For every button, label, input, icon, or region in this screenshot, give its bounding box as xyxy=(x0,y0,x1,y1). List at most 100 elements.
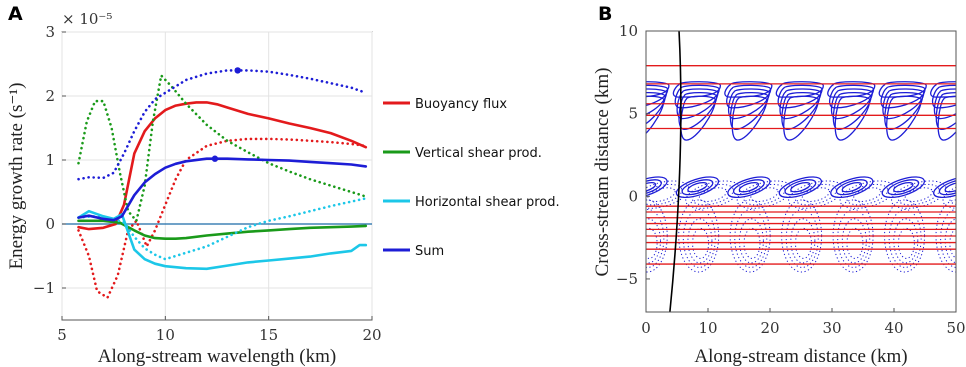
panel-a-grid xyxy=(61,31,373,320)
y-tick-label: 5 xyxy=(628,105,638,123)
series-marker xyxy=(211,155,219,162)
contour-solid xyxy=(674,84,720,109)
contour-solid xyxy=(880,84,926,109)
contour-solid xyxy=(937,95,956,141)
contour-solid xyxy=(830,176,874,199)
contour-solid xyxy=(830,88,873,120)
panel-a-series xyxy=(77,67,368,299)
panel-b-label: B xyxy=(598,3,612,25)
contour-solid xyxy=(829,84,875,109)
x-tick-label: 50 xyxy=(946,319,965,337)
contour-solid xyxy=(784,179,817,196)
contour-dotted xyxy=(790,218,816,264)
contour-solid xyxy=(724,81,773,98)
contour-solid xyxy=(944,181,956,193)
y-tick-label: −1 xyxy=(33,279,55,297)
contour-solid xyxy=(646,91,666,125)
y-tick-label: 10 xyxy=(619,22,638,40)
contour-solid xyxy=(884,91,924,131)
panel-a-ticks: 5 10 15 20 −1 0 1 2 3 xyxy=(33,23,382,344)
contour-solid xyxy=(881,176,926,199)
contour-dotted xyxy=(743,183,786,206)
contour-solid xyxy=(834,95,871,141)
x-tick-label: 30 xyxy=(822,319,841,337)
y-tick-label: 2 xyxy=(45,87,55,105)
x-tick-label: 15 xyxy=(259,326,278,344)
contour-solid xyxy=(933,176,956,199)
y-tick-label: 3 xyxy=(45,23,55,41)
contour-solid xyxy=(775,81,824,98)
contour-solid xyxy=(676,88,719,120)
panel-b-plot xyxy=(646,31,966,312)
contour-dotted xyxy=(738,218,764,264)
contour-dotted xyxy=(692,183,734,206)
contour-solid xyxy=(731,95,768,141)
contour-solid xyxy=(781,91,821,131)
contour-dotted xyxy=(687,218,713,264)
contour-solid xyxy=(783,95,820,141)
contour-solid xyxy=(732,179,765,196)
panel-a-ylabel: Energy growth rate (s⁻¹) xyxy=(6,83,27,270)
x-tick-label: 20 xyxy=(362,326,381,344)
contour-solid xyxy=(832,91,872,131)
legend-label: Buoyancy flux xyxy=(415,97,507,112)
contour-dotted xyxy=(646,199,668,273)
contour-dotted xyxy=(794,227,812,259)
contour-dotted xyxy=(692,227,710,259)
y-tick-label: 0 xyxy=(45,215,55,233)
x-tick-label: 40 xyxy=(884,319,903,337)
contour-dotted xyxy=(949,228,956,259)
contour-solid xyxy=(930,81,956,98)
contour-solid xyxy=(646,84,669,106)
panel-a-label: A xyxy=(8,3,23,25)
contour-dotted xyxy=(743,227,761,259)
x-tick-label: 10 xyxy=(698,319,717,337)
contour-solid xyxy=(933,88,956,120)
panel-b-axes-box xyxy=(645,30,957,313)
contour-solid xyxy=(827,81,876,98)
contour-dotted xyxy=(785,208,819,268)
series-marker xyxy=(234,67,241,74)
panel-a-xlabel: Along-stream wavelength (km) xyxy=(98,346,336,367)
contour-dotted xyxy=(846,183,889,206)
series-line-solid xyxy=(77,101,368,231)
contour-solid xyxy=(727,176,771,199)
contour-solid xyxy=(727,88,771,120)
contour-dotted xyxy=(734,208,768,268)
contour-solid xyxy=(646,176,668,199)
contour-solid xyxy=(887,179,920,196)
black-curve xyxy=(669,31,682,312)
y-tick-label: 0 xyxy=(628,187,638,205)
contour-dotted xyxy=(955,185,966,204)
contour-solid xyxy=(646,81,670,98)
contour-solid xyxy=(882,88,925,120)
panel-a-legend: Buoyancy flux Vertical shear prod. Horizon… xyxy=(383,97,560,259)
contour-dotted xyxy=(837,208,871,268)
legend-label: Horizontal shear prod. xyxy=(415,195,560,210)
contour-dotted xyxy=(897,227,915,259)
contour-dotted xyxy=(646,183,683,206)
contour-dotted xyxy=(646,227,658,259)
contour-dotted xyxy=(646,208,665,268)
y-tick-label: −5 xyxy=(616,270,638,288)
x-tick-label: 20 xyxy=(760,319,779,337)
x-tick-label: 5 xyxy=(57,326,67,344)
contour-solid xyxy=(672,81,722,98)
contour-solid xyxy=(938,179,956,196)
legend-label: Vertical shear prod. xyxy=(415,146,542,161)
y-multiplier-label: × 10⁻⁵ xyxy=(62,10,112,28)
series-line-solid xyxy=(77,157,368,222)
contour-dotted xyxy=(841,218,867,264)
contour-solid xyxy=(886,95,922,141)
series-line-dotted xyxy=(77,137,368,299)
x-tick-label: 10 xyxy=(156,326,175,344)
contour-solid xyxy=(646,88,668,116)
contour-dotted xyxy=(893,218,919,264)
legend-label: Sum xyxy=(415,244,444,259)
contour-dotted xyxy=(897,183,940,206)
contour-dotted xyxy=(646,218,661,264)
contour-solid xyxy=(675,176,720,199)
contour-solid xyxy=(678,91,718,131)
panel-a: A × 10⁻⁵ 5 10 15 20 −1 0 1 2 3 Along-stream wave… xyxy=(6,3,560,367)
